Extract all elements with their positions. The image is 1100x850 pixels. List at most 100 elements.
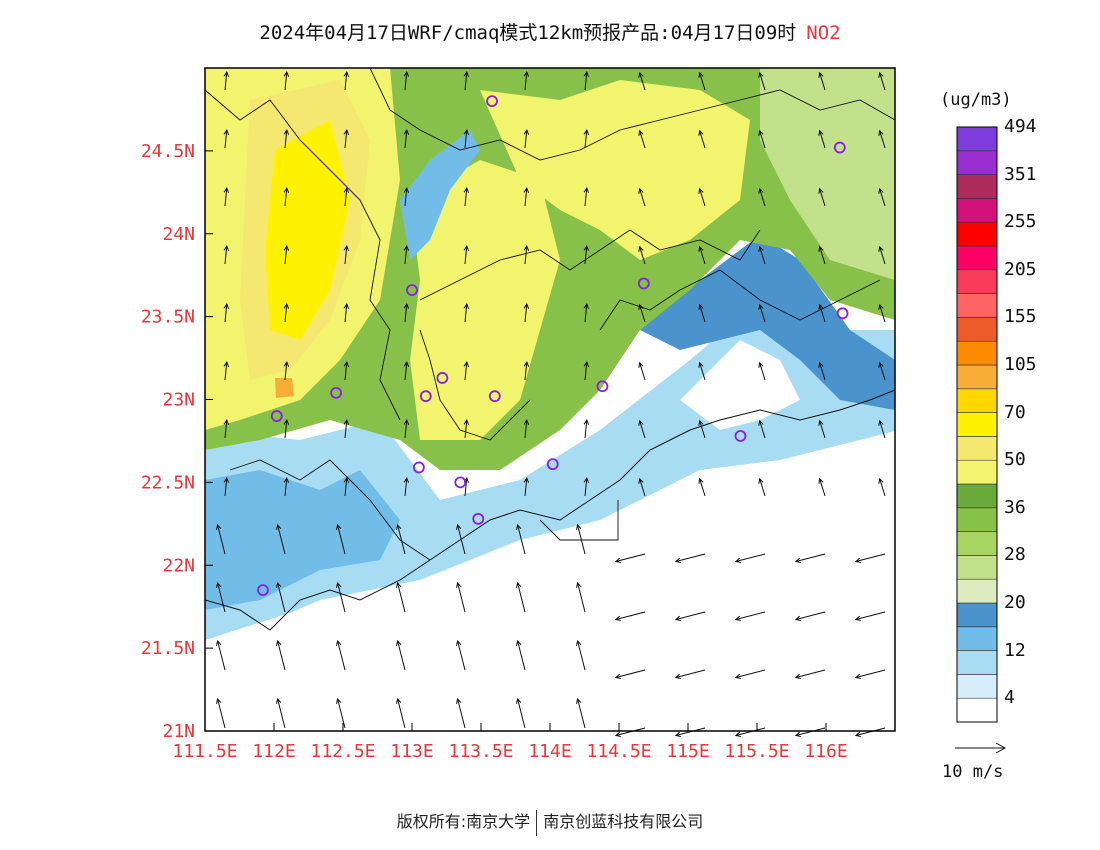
wind-arrow [854,669,886,680]
wind-arrow [343,476,350,497]
wind-arrow [515,523,526,555]
wind-arrow [794,553,826,564]
lon-tick-label: 112E [252,741,295,762]
wind-arrow [455,697,466,729]
wind-arrow [794,669,826,680]
wind-arrow [215,697,226,729]
wind-arrow [575,639,586,671]
wind-arrow [638,245,646,265]
station-marker [406,284,418,297]
station-marker [472,512,485,525]
lat-tick-label: 24.5N [141,141,195,162]
wind-arrow [403,302,410,323]
colorbar-swatch [956,555,998,580]
lon-tick-label: 115E [666,741,709,762]
wind-arrow [223,302,230,323]
admin-boundaries [205,68,895,631]
colorbar-label: 4 [1004,687,1015,709]
boundary-line [599,269,881,331]
colorbar-frame [956,126,998,723]
colorbar-swatch [956,174,998,199]
station-marker [330,386,343,399]
lon-tick-label: 113.5E [448,741,513,762]
wind-arrow [523,476,530,497]
pollutant-label: NO2 [806,22,841,44]
colorbar-swatch [956,340,998,366]
field-yellow-central [410,160,560,440]
station-markers [257,95,849,597]
wind-arrow [854,553,886,564]
station-marker [488,390,501,403]
lon-tick-label: 114.5E [586,741,651,762]
wind-arrow [638,361,646,381]
wind-arrow [283,302,290,323]
colorbar-swatch [956,317,998,342]
colorbar-swatch [956,436,998,461]
colorbar-swatch [956,412,998,437]
wind-arrow [638,303,646,323]
wind-arrow [818,245,826,265]
wind-arrow [818,303,826,323]
wind-arrow [674,669,706,680]
boundary-line [419,329,531,441]
wind-arrow [223,70,230,91]
colorbar-label: 36 [1004,496,1026,518]
wind-arrow [758,187,766,207]
colorbar [956,126,998,723]
lon-tick-label: 116E [804,741,847,762]
wind-arrow [343,70,350,91]
wind-arrow [275,523,286,555]
wind-arrow [455,523,466,555]
footer-separator [536,809,538,836]
wind-arrow [698,245,706,265]
wind-arrow [223,418,230,439]
boundary-line [205,89,401,421]
wind-arrow [878,187,886,207]
colorbar-swatch [956,507,998,532]
wind-arrow [283,186,290,207]
chart-title: 2024年04月17日WRF/cmaq模式12km预报产品:04月17日09时 N… [0,18,1100,45]
wind-arrow [818,361,826,381]
station-marker [412,461,425,474]
wind-arrow [455,639,466,671]
colorbar-swatch [956,578,998,604]
colorbar-swatch [956,531,998,556]
wind-arrow [698,129,706,149]
wind-arrow [698,71,706,91]
wind-arrow [758,129,766,149]
station-marker [637,277,650,290]
wind-arrow [223,186,230,207]
station-marker [836,307,849,320]
wind-arrow [403,128,410,149]
station-marker [436,372,449,384]
wind-arrow [583,70,590,91]
wind-arrow [403,186,410,207]
colorbar-swatch [956,483,998,509]
colorbar-swatch [956,150,998,175]
wind-arrow [223,244,230,265]
wind-arrow [463,128,470,149]
wind-arrow [215,639,226,671]
wind-arrow [698,477,706,497]
wind-reference-label: 10 m/s [942,762,1004,782]
boundary-line [419,229,761,301]
lat-tick-label: 21.5N [141,638,195,659]
wind-arrow [878,71,886,91]
wind-arrow [638,129,646,149]
wind-arrow [818,187,826,207]
colorbar-label: 28 [1004,544,1026,566]
wind-arrow [614,553,646,564]
colorbar-label: 105 [1004,354,1037,375]
colorbar-swatch [956,245,998,271]
station-marker [833,141,846,154]
lat-tick-label: 23.5N [141,307,195,328]
wind-arrow [614,611,646,622]
wind-arrow [698,419,706,439]
wind-arrow [223,360,230,381]
lat-tick-label: 22.5N [141,472,195,493]
wind-arrow [794,611,826,622]
wind-arrow [758,419,766,439]
field-gold-core [265,120,350,340]
wind-arrow [734,553,766,564]
